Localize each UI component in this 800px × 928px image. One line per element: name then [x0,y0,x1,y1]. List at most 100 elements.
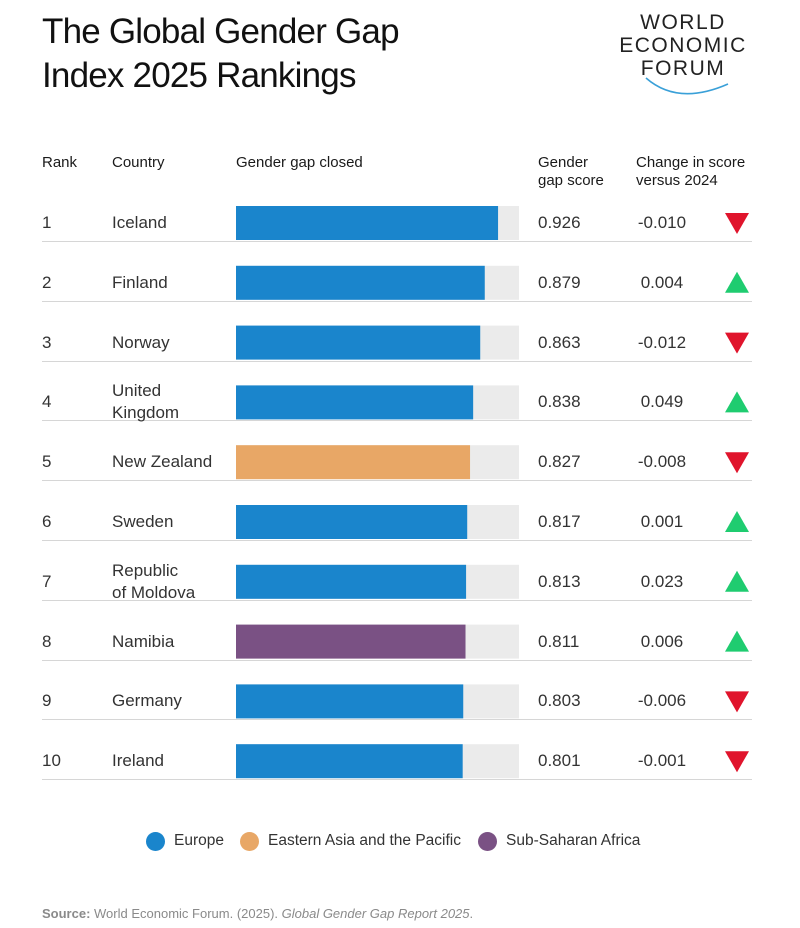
logo-word-1: WORLD [640,11,726,34]
country-label-line: Finland [112,272,168,292]
legend-swatch-sub-saharan [478,831,497,851]
legend-swatch-eastern-asia [240,831,259,851]
country-label-line: Iceland [112,213,167,232]
country-label-line: of Moldova [112,582,196,602]
rank-label: 2 [42,272,52,292]
triangle-down-icon [725,751,749,773]
source-label: Source: [42,906,91,921]
row-divider [42,480,752,482]
row-divider [42,300,752,302]
triangle-up-icon [725,511,749,532]
header-rank: Rank [42,154,78,171]
header-change-line-2: versus 2024 [636,172,718,189]
title-line-2: Index 2025 Rankings [42,56,356,95]
row-divider [42,659,752,661]
bar-republic-of-moldova [236,564,467,599]
country-label-line: Republic [112,560,179,580]
header-score-line-1: Gender [538,154,589,171]
country-label-line: New Zealand [112,452,213,472]
rank-label: 1 [42,213,52,232]
rank-label: 5 [42,452,52,472]
country-label-line: Norway [112,332,170,352]
score-label: 0.801 [538,751,581,771]
logo-arc-icon [645,77,729,95]
change-label: -0.012 [637,332,687,352]
legend-item-sub-saharan: Sub-Saharan Africa [478,830,640,852]
score-label: 0.813 [538,571,581,591]
header-change-line-1: Change in score [636,154,746,171]
country-label: Namibia [112,631,174,653]
row-divider [42,241,752,242]
country-label: Norway [112,332,170,354]
bar-namibia [236,624,466,659]
triangle-up-icon [725,570,749,592]
row-divider [42,360,752,362]
bar-norway [236,325,481,360]
rank-label: 6 [42,512,52,531]
score-label: 0.811 [538,631,580,651]
bar-iceland [236,206,499,240]
bar-new-zealand [236,445,471,480]
header-gap-closed: Gender gap closed [236,154,363,171]
country-label: Ireland [112,750,164,772]
score-label: 0.838 [538,392,581,412]
change-label: 0.001 [640,512,684,531]
score-label: 0.879 [538,272,581,292]
country-label: Sweden [112,511,173,533]
country-label: Finland [112,272,168,294]
row-divider [42,719,752,721]
legend-label-sub-saharan: Sub-Saharan Africa [506,832,641,849]
bar-chart [236,206,749,779]
change-label: 0.004 [640,272,684,292]
header-score: Gender gap score [538,154,604,190]
legend-label-eastern-asia: Eastern Asia and the Pacific [268,832,462,849]
legend-swatch-europe [146,831,165,851]
country-label-line: Kingdom [112,403,180,423]
header-country: Country [112,154,165,171]
country-label: United Kingdom [112,380,179,424]
triangle-up-icon [725,630,749,652]
page-title: The Global Gender Gap Index 2025 Ranking… [42,10,562,98]
change-label: 0.049 [640,392,684,412]
score-label: 0.827 [538,452,581,472]
row-divider [42,420,752,422]
change-label: -0.010 [637,213,687,232]
triangle-down-icon [725,452,749,474]
logo-word-2: ECONOMIC [619,34,747,57]
country-label: Iceland [112,212,167,234]
country-label: New Zealand [112,451,212,473]
score-label: 0.803 [538,691,581,711]
row-divider [42,540,752,541]
country-label: Republic of Moldova [112,560,195,604]
legend-label-europe: Europe [174,832,224,849]
bar-finland [236,265,485,300]
score-label: 0.926 [538,213,581,232]
country-label-line: Germany [112,691,182,711]
legend-item-europe: Europe [146,830,224,852]
change-label: -0.001 [637,751,687,771]
country-label-line: Ireland [112,751,164,771]
country-label: Germany [112,690,182,712]
title-line-1: The Global Gender Gap [42,12,400,51]
bar-sweden [236,505,468,539]
rank-label: 7 [42,571,52,591]
triangle-down-icon [725,213,749,234]
rank-label: 8 [42,631,52,651]
source-text: World Economic Forum. (2025). [90,906,282,921]
country-label-line: Namibia [112,631,175,651]
triangle-down-icon [725,332,749,354]
row-divider [42,779,752,781]
rank-label: 4 [42,392,52,412]
logo-word-3: FORUM [640,57,726,80]
source-title: Global Gender Gap Report 2025 [281,906,470,921]
score-label: 0.863 [538,332,581,352]
bar-germany [236,684,464,719]
legend: Europe Eastern Asia and the Pacific Sub-… [0,830,800,852]
row-divider [42,599,752,601]
country-label-line: United [112,381,162,401]
header-score-line-2: gap score [538,172,604,189]
wef-logo: WORLD ECONOMIC FORUM [608,10,758,100]
score-label: 0.817 [538,512,581,531]
header-change: Change in score versus 2024 [636,154,745,190]
change-label: -0.008 [637,452,687,472]
